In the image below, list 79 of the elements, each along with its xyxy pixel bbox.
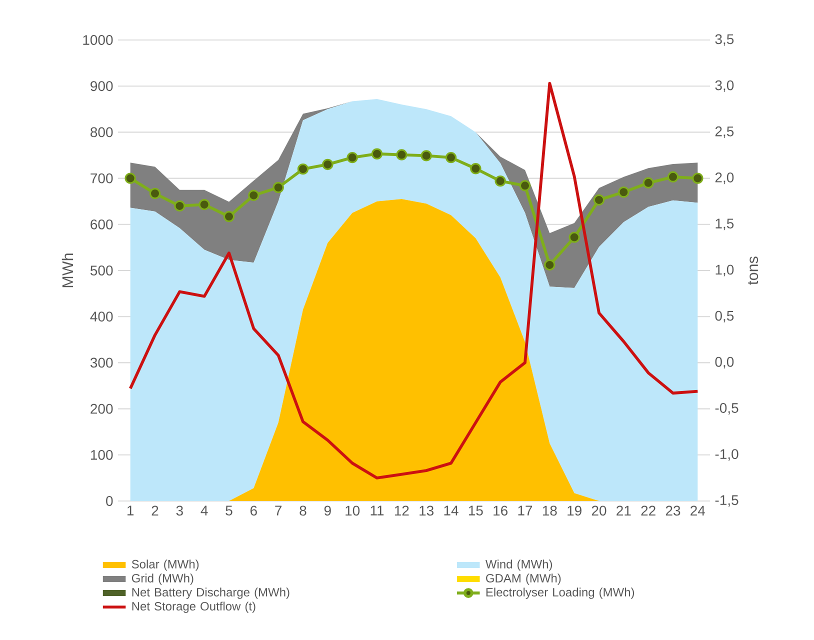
point bbox=[124, 172, 136, 184]
legend-label: Solar (MWh) bbox=[132, 560, 199, 571]
point bbox=[396, 149, 408, 160]
legend-label: Net Battery Discharge (MWh) bbox=[132, 588, 290, 599]
point bbox=[642, 177, 654, 189]
x-tick-label: 9 bbox=[324, 506, 331, 516]
y-axis-title: MWh bbox=[62, 254, 73, 288]
y-tick-label: 500 bbox=[90, 266, 113, 276]
point bbox=[667, 171, 679, 183]
x-tick-label: 6 bbox=[250, 506, 257, 516]
y2-tick-label: 0,5 bbox=[715, 310, 734, 322]
x-tick-label: 23 bbox=[666, 506, 680, 516]
point bbox=[248, 190, 260, 201]
x-tick-label: 20 bbox=[592, 506, 606, 516]
y2-tick-label: 2,5 bbox=[715, 126, 734, 138]
y2-tick-label: 3,5 bbox=[715, 34, 734, 46]
x-tick-label: 13 bbox=[420, 506, 434, 516]
point bbox=[494, 175, 506, 187]
x-tick-label: 22 bbox=[641, 506, 656, 516]
y2-axis-title: tons bbox=[748, 256, 758, 285]
legend-label: Grid (MWh) bbox=[132, 574, 194, 585]
point bbox=[692, 172, 704, 184]
y2-tick-label: -1,0 bbox=[715, 449, 738, 461]
point bbox=[593, 194, 605, 206]
y2-tick-label: 0,0 bbox=[715, 356, 734, 368]
y-tick-label: 400 bbox=[90, 312, 113, 322]
x-tick-label: 17 bbox=[518, 506, 532, 516]
y-tick-label: 700 bbox=[90, 173, 113, 184]
y-tick-label: 600 bbox=[90, 219, 113, 230]
point bbox=[174, 200, 186, 212]
y-tick-label: 100 bbox=[91, 450, 113, 460]
point bbox=[618, 186, 630, 198]
point bbox=[198, 198, 210, 210]
point bbox=[371, 148, 383, 160]
x-tick-label: 11 bbox=[370, 506, 384, 516]
x-tick-label: 12 bbox=[394, 506, 409, 516]
x-tick-label: 14 bbox=[444, 506, 458, 516]
y2-tick-label: 1,0 bbox=[716, 264, 734, 276]
y-tick-label: 1000 bbox=[83, 35, 113, 45]
x-tick-label: 19 bbox=[568, 506, 582, 516]
x-tick-label: 5 bbox=[226, 506, 232, 516]
x-tick-label: 8 bbox=[300, 506, 306, 516]
y2-tick-label: 2,0 bbox=[715, 172, 734, 184]
legend-label: Wind (MWh) bbox=[485, 560, 552, 571]
x-tick-label: 4 bbox=[200, 506, 208, 516]
point bbox=[568, 232, 580, 243]
point bbox=[445, 152, 457, 164]
y-tick-label: 200 bbox=[90, 404, 113, 414]
legend-label: GDAM (MWh) bbox=[486, 574, 561, 585]
y2-tick-label: -1,5 bbox=[715, 495, 738, 507]
x-tick-label: 10 bbox=[346, 506, 360, 516]
y-tick-label: 300 bbox=[90, 358, 113, 368]
y2-tick-label: 3,0 bbox=[715, 80, 734, 92]
x-tick-label: 24 bbox=[690, 506, 706, 516]
point bbox=[420, 150, 432, 162]
y-tick-label: 0 bbox=[106, 496, 113, 506]
point bbox=[223, 210, 235, 222]
point bbox=[272, 182, 284, 194]
point bbox=[346, 152, 358, 164]
x-tick-label: 21 bbox=[616, 506, 631, 516]
point bbox=[297, 163, 309, 175]
y-tick-label: 900 bbox=[90, 81, 113, 92]
x-tick-label: 15 bbox=[468, 506, 483, 516]
x-tick-label: 3 bbox=[176, 506, 183, 516]
x-tick-label: 18 bbox=[542, 506, 557, 516]
point bbox=[322, 158, 334, 170]
y2-tick-label: -0,5 bbox=[715, 403, 738, 415]
point bbox=[544, 259, 556, 271]
y2-tick-label: 1,5 bbox=[716, 218, 734, 230]
x-tick-label: 2 bbox=[152, 506, 158, 516]
legend-label: Electrolyser Loading (MWh) bbox=[486, 588, 634, 599]
x-tick-label: 1 bbox=[128, 506, 134, 516]
point bbox=[149, 188, 161, 200]
point bbox=[470, 163, 482, 174]
x-tick-label: 16 bbox=[494, 506, 508, 516]
legend-label: Net Storage Outflow (t) bbox=[132, 602, 256, 613]
point bbox=[519, 180, 531, 192]
y-tick-label: 800 bbox=[90, 127, 113, 138]
x-tick-label: 7 bbox=[275, 506, 282, 516]
